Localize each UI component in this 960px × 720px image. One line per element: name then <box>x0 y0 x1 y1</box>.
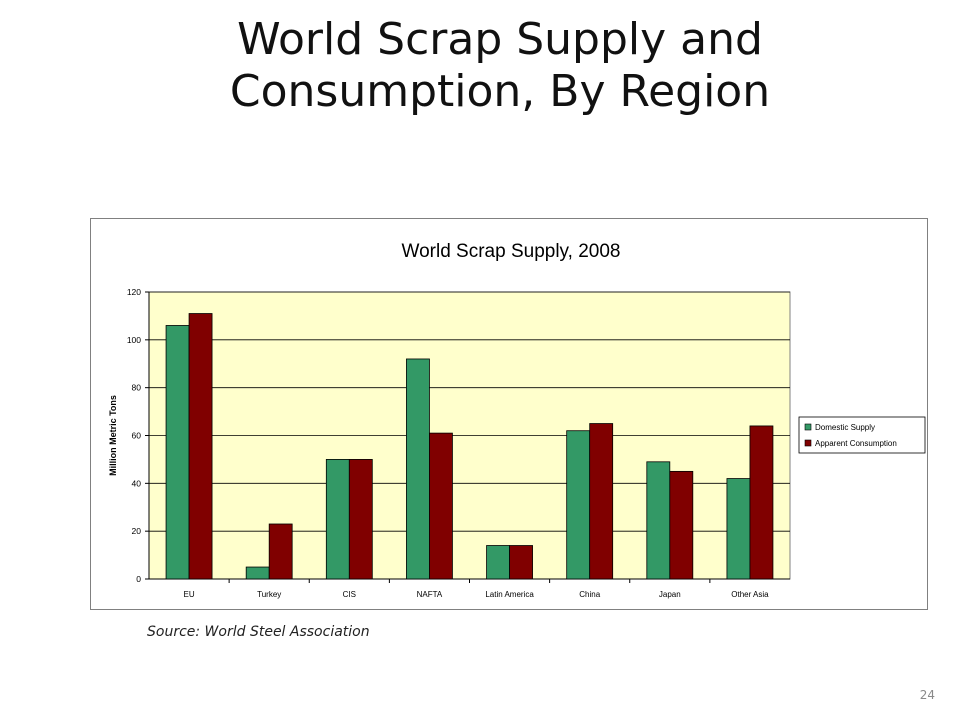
bar-domestic-supply-nafta <box>406 358 430 580</box>
x-tick-label: Turkey <box>257 590 281 599</box>
legend-swatch <box>804 423 812 431</box>
x-tick-label: NAFTA <box>417 590 443 599</box>
x-tick-label: Japan <box>659 590 681 599</box>
y-tick-label: 0 <box>136 574 141 584</box>
x-tick-label: EU <box>184 590 195 599</box>
chart-frame: World Scrap Supply, 2008 0 20 40 60 80 100 120 M… <box>90 218 928 610</box>
bar-apparent-consumption-cis <box>348 459 373 580</box>
chart-title: World Scrap Supply, 2008 <box>402 241 621 262</box>
y-axis-label: Million Metric Tons <box>108 395 118 476</box>
bar-domestic-supply-latin-america <box>486 545 510 580</box>
y-tick-label: 60 <box>132 431 142 441</box>
y-tick-label: 80 <box>132 383 142 393</box>
x-tick-label: Latin America <box>485 590 534 599</box>
x-tick-label: Other Asia <box>731 590 769 599</box>
bar-domestic-supply-other-asia <box>726 478 751 580</box>
bar-domestic-supply-china <box>566 430 591 580</box>
x-tick-label: CIS <box>343 590 356 599</box>
page-number: 24 <box>919 688 935 702</box>
y-tick-label: 120 <box>127 287 141 297</box>
legend-box <box>798 416 926 454</box>
bar-domestic-supply-japan <box>646 461 671 580</box>
legend-label: Apparent Consumption <box>815 439 897 448</box>
slide-title: World Scrap Supply and Consumption, By R… <box>0 14 960 118</box>
bar-apparent-consumption-other-asia <box>749 425 774 580</box>
bar-apparent-consumption-latin-america <box>509 545 533 580</box>
bar-domestic-supply-eu <box>165 325 190 580</box>
legend-swatch <box>804 439 812 447</box>
legend-label: Domestic Supply <box>815 423 875 432</box>
bar-domestic-supply-turkey <box>245 566 270 580</box>
bar-apparent-consumption-eu <box>188 313 213 580</box>
y-tick-label: 20 <box>132 526 142 536</box>
scrap-supply-chart: World Scrap Supply, 2008 0 20 40 60 80 100 120 M… <box>108 241 926 599</box>
y-tick-label: 40 <box>132 478 142 488</box>
slide-title-line-2: Consumption, By Region <box>229 66 771 117</box>
bar-apparent-consumption-china <box>589 423 614 580</box>
bar-apparent-consumption-turkey <box>268 523 293 580</box>
bar-apparent-consumption-nafta <box>429 432 453 580</box>
y-tick-label: 100 <box>127 335 141 345</box>
bar-apparent-consumption-japan <box>669 470 694 580</box>
bar-domestic-supply-cis <box>325 459 350 580</box>
x-tick-label: China <box>579 590 600 599</box>
slide-title-line-1: World Scrap Supply and <box>237 14 763 65</box>
source-note: Source: World Steel Association <box>147 624 370 640</box>
